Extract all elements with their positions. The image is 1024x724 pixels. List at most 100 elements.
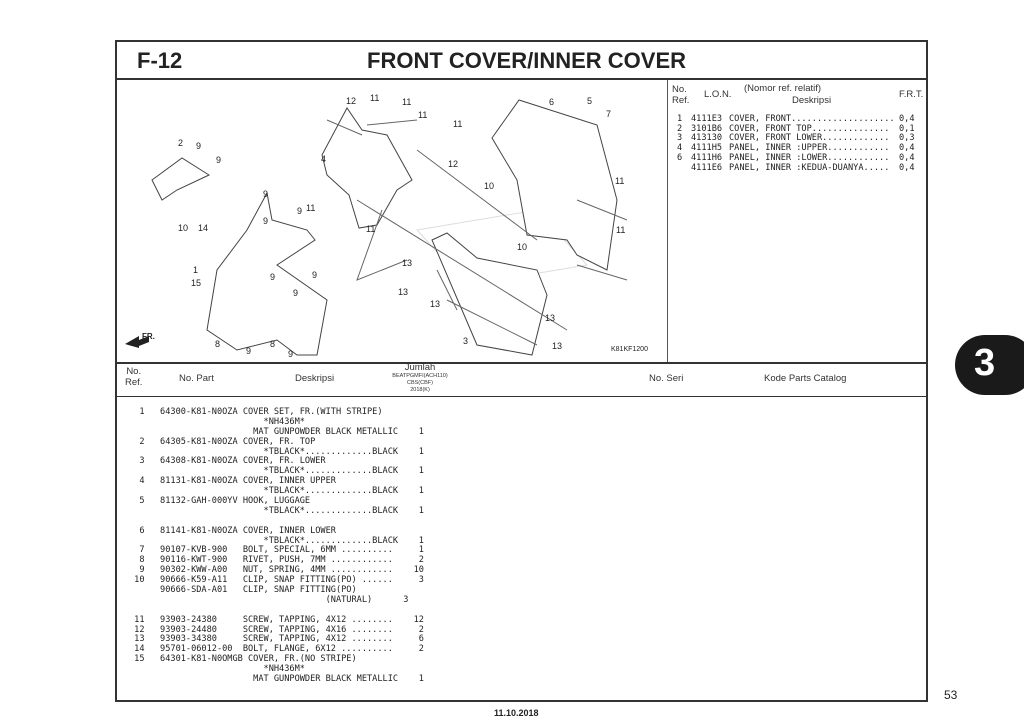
frt-header-ref-text: No. Ref. (672, 84, 690, 106)
callout-label: 14 (198, 223, 209, 233)
frt-frt: 0,4 (899, 114, 915, 124)
callout-label: 1 (193, 265, 199, 275)
parts-header-part: No. Part (179, 373, 214, 384)
parts-list-line: 3 64308-K81-N0OZA COVER, FR. LOWER (129, 456, 326, 467)
frt-desc: COVER, FRONT TOP............... (729, 123, 890, 134)
parts-list-line: 2 64305-K81-N0OZA COVER, FR. TOP (129, 436, 316, 447)
section-tab (955, 335, 1024, 395)
callout-label: 10 (178, 223, 189, 233)
catalog-page-frame: F-12 FRONT COVER/INNER COVER FR. K81KF12… (115, 40, 928, 702)
header-divider (117, 78, 926, 80)
callout-label: 13 (402, 258, 413, 268)
frt-header-ref: No. Ref. (672, 84, 689, 106)
callout-label: 9 (270, 272, 276, 282)
callout-label: 11 (615, 176, 625, 186)
frt-lon: 4111H6 (691, 152, 723, 163)
frt-lon: 413130 (691, 133, 723, 144)
frt-header-desc: Deskripsi (792, 95, 832, 106)
parts-list-line: *NH436M* (129, 416, 305, 427)
parts-list-line: 4 81131-K81-N0OZA COVER, INNER UPPER (129, 476, 336, 487)
callout-label: 9 (312, 270, 318, 280)
list-header-divider (117, 396, 926, 397)
callout-label: 9 (216, 155, 222, 165)
frt-frt: 0,3 (899, 133, 915, 144)
diagram-image-code: K81KF1200 (611, 346, 648, 353)
part-inner-upper-panel (321, 107, 413, 229)
parts-header-serial: No. Seri (649, 373, 684, 384)
frt-desc: COVER, FRONT LOWER............. (729, 133, 890, 144)
frt-ref: 6 (677, 152, 683, 163)
part-front-top-cover (151, 157, 211, 201)
diagram-table-divider (667, 80, 668, 362)
diagram-drawing (151, 99, 628, 356)
frt-row: 6 4111H6 PANEL, INNER :LOWER............ 0,… (677, 152, 919, 164)
page-number: 53 (944, 688, 958, 702)
parts-list-line: MAT GUNPOWDER BLACK METALLIC 1 (129, 426, 424, 437)
parts-header-ref: No. Ref. (125, 366, 143, 388)
frt-lon: 4111H5 (691, 143, 723, 154)
callout-label: 4 (321, 154, 327, 164)
part-front-cover (206, 191, 328, 356)
callout-label: 8 (215, 339, 221, 349)
callout-label: 11 (366, 224, 376, 234)
callout-label: 13 (552, 341, 563, 351)
front-label: FR. (142, 332, 155, 341)
part-inner-lower-panel (491, 99, 618, 271)
callout-label: 3 (463, 336, 469, 346)
callout-label: 9 (263, 189, 269, 199)
callout-label: 10 (517, 242, 528, 252)
callout-label: 9 (263, 216, 269, 226)
callout-label: 9 (246, 346, 252, 356)
callout-label: 10 (484, 181, 495, 191)
parts-list-line: 12 93903-24480 SCREW, TAPPING, 4X16 ....… (129, 624, 424, 635)
print-date: 11.10.2018 (494, 708, 539, 718)
frt-frt: 0,4 (899, 152, 915, 163)
frt-row: 4111E6 PANEL, INNER :KEDUA-DUANYA..... 0,4 (677, 162, 919, 174)
parts-list-line: *TBLACK*.............BLACK 1 (129, 446, 424, 457)
callout-label: 11 (370, 93, 380, 103)
parts-header-desc: Deskripsi (295, 373, 335, 384)
callout-label: 8 (270, 339, 276, 349)
parts-list-line: 8 90116-KWT-900 RIVET, PUSH, 7MM .......… (129, 555, 424, 566)
front-direction-arrow-icon (125, 336, 149, 348)
parts-list-line: MAT GUNPOWDER BLACK METALLIC 1 (129, 674, 424, 685)
frt-lon: 4111E3 (691, 114, 723, 124)
callout-label: 11 (418, 110, 428, 120)
frt-frt: 0,1 (899, 123, 915, 134)
frt-desc: COVER, FRONT.................... (729, 114, 895, 124)
parts-header-qty: Jumlah BEATPGMFI(ACH110) CBS(CBF) 2018(K… (385, 362, 455, 394)
callout-label: 9 (288, 349, 294, 359)
frt-row: 1 4111E3 COVER, FRONT.................... 0… (677, 114, 919, 125)
frt-frt: 0,4 (899, 162, 915, 173)
part-front-lower-cover (431, 232, 548, 356)
parts-list-line: (NATURAL) 3 (129, 594, 409, 605)
parts-header-catalog: Kode Parts Catalog (764, 373, 847, 384)
callout-label: 11 (616, 225, 626, 235)
frt-lon: 4111E6 (691, 162, 723, 173)
parts-list-line: *TBLACK*.............BLACK 1 (129, 505, 424, 516)
callout-label: 13 (430, 299, 441, 309)
frt-row: 3 413130 COVER, FRONT LOWER............. 0,… (677, 134, 919, 144)
parts-list: 1 64300-K81-N0OZA COVER SET, FR.(WITH ST… (129, 407, 424, 685)
parts-list-line: *TBLACK*.............BLACK 1 (129, 486, 424, 497)
callout-label: 6 (549, 97, 555, 107)
parts-list-line: 7 90107-KVB-900 BOLT, SPECIAL, 6MM .....… (129, 545, 424, 556)
list-divider (117, 362, 926, 364)
frt-ref: 3 (677, 133, 683, 144)
frt-frt: 0,4 (899, 143, 915, 154)
callout-label: 9 (297, 206, 303, 216)
callout-label: 5 (587, 96, 593, 106)
frt-ref: 1 (677, 114, 683, 124)
callout-label: 13 (398, 287, 409, 297)
callout-label: 15 (191, 278, 202, 288)
callout-label: 7 (606, 109, 612, 119)
frt-header-lon: L.O.N. (704, 89, 732, 100)
frt-desc: PANEL, INNER :KEDUA-DUANYA..... (729, 162, 890, 173)
callout-label: 9 (196, 141, 202, 151)
frt-row: 4 4111H5 PANEL, INNER :UPPER............ 0,… (677, 143, 919, 154)
section-code: F-12 (137, 48, 183, 73)
frt-ref: 2 (677, 123, 683, 134)
section-tab-number: 3 (974, 342, 996, 384)
frt-header-frt: F.R.T. (899, 89, 924, 100)
qty-year: 2018(K) (410, 387, 430, 393)
